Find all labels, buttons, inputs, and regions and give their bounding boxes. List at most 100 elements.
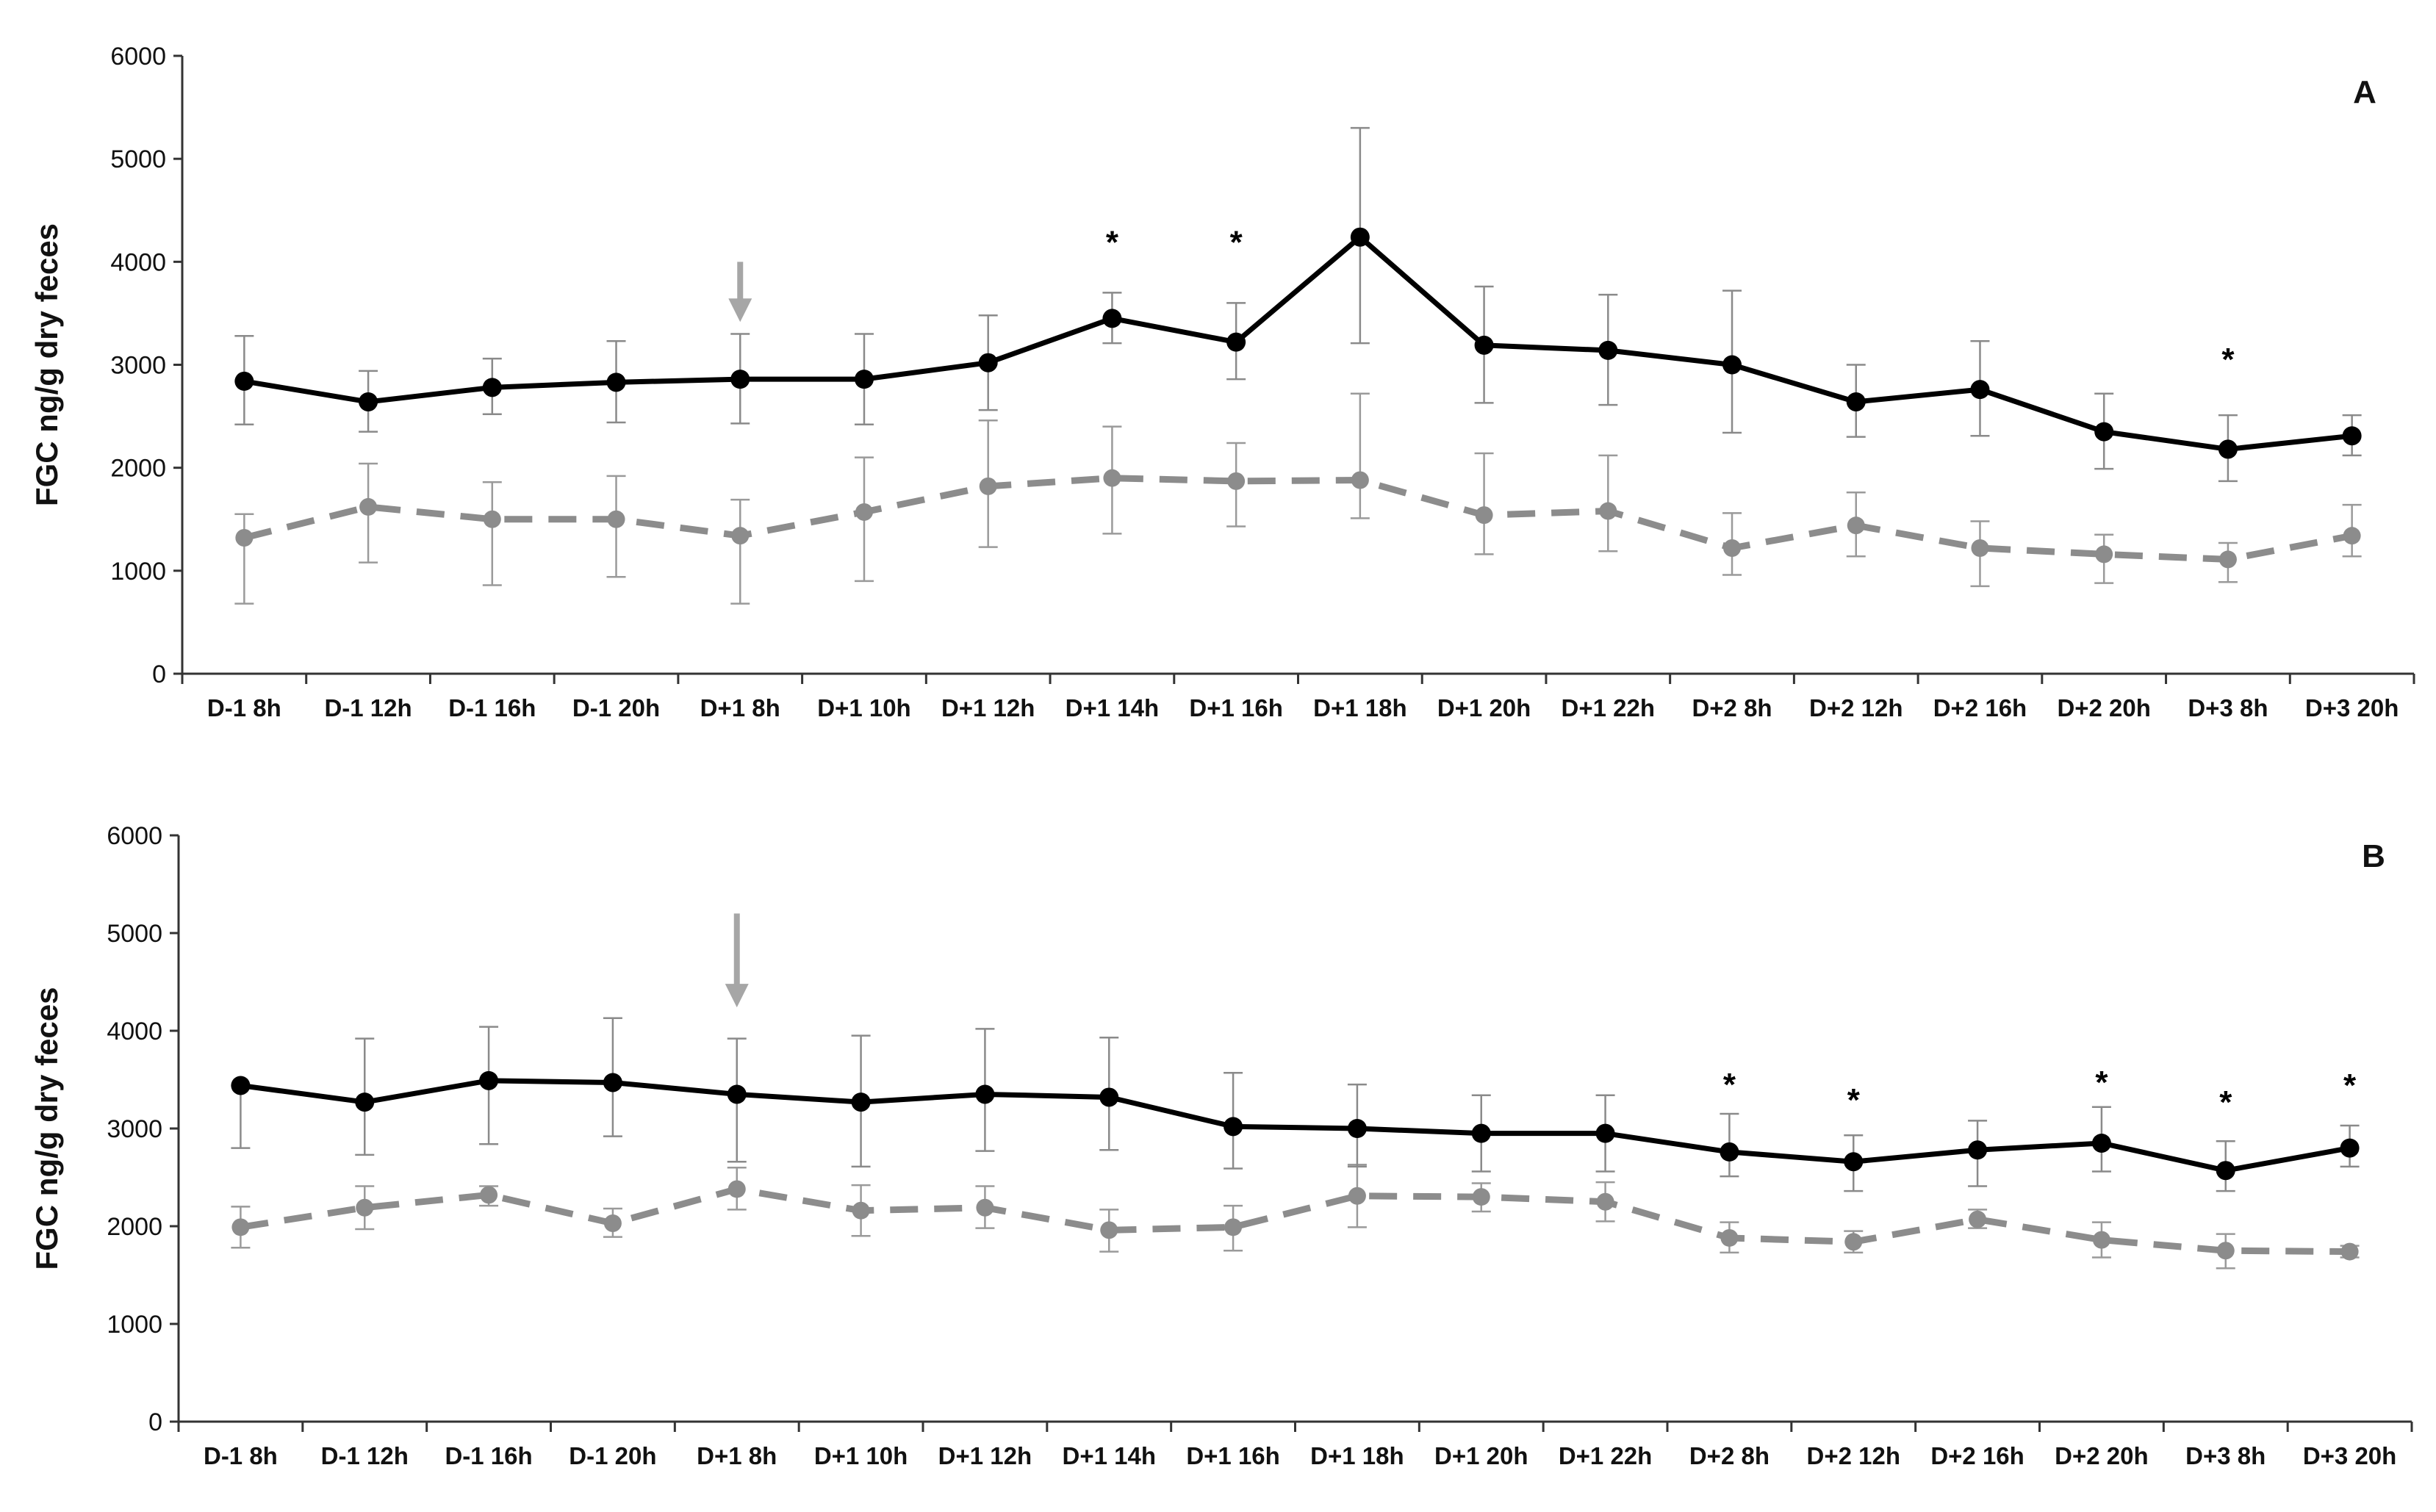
x-tick-label: D+1 10h <box>817 694 911 721</box>
data-point <box>852 1201 870 1220</box>
x-tick-label: D+1 20h <box>1437 694 1531 721</box>
panel-label: B <box>2362 838 2385 874</box>
data-point <box>1475 506 1493 525</box>
y-tick-label: 4000 <box>110 248 166 276</box>
x-tick-label: D+2 16h <box>1933 694 2027 721</box>
data-point <box>603 1214 622 1233</box>
data-point <box>727 1084 747 1104</box>
y-tick-label: 6000 <box>107 822 162 850</box>
data-point <box>479 1070 499 1090</box>
x-tick-label: D+1 20h <box>1434 1442 1528 1469</box>
data-point <box>854 370 874 389</box>
data-point <box>1227 472 1246 490</box>
data-point <box>1971 539 1989 557</box>
significance-marker: * <box>2219 1084 2232 1120</box>
x-tick-label: D+2 12h <box>1807 1442 1901 1469</box>
series-solid <box>231 1017 2360 1192</box>
data-point <box>231 1076 251 1095</box>
x-tick-label: D+2 12h <box>1809 694 1903 721</box>
data-point <box>1226 332 1246 352</box>
data-point <box>1099 1087 1119 1107</box>
x-tick-label: D+3 20h <box>2303 1442 2397 1469</box>
data-point <box>2092 1231 2110 1249</box>
data-point <box>2342 426 2362 446</box>
y-tick-label: 1000 <box>107 1311 162 1339</box>
data-point <box>2216 1161 2235 1181</box>
y-tick-label: 1000 <box>110 558 166 586</box>
chart-panel-b: FGC ng/g dry feces B 0 1000 2000 3000 4000 50… <box>29 822 2413 1469</box>
plot-area: 0 1000 2000 3000 4000 5000 6000 D-1 8h D-1 12h D-… <box>110 43 2415 721</box>
data-point <box>2340 1242 2359 1261</box>
data-point <box>1596 1192 1614 1211</box>
data-point <box>727 1180 746 1198</box>
data-point <box>1595 1123 1615 1143</box>
data-point <box>483 510 501 528</box>
data-point <box>2216 1242 2235 1260</box>
x-tick-label: D+1 22h <box>1559 1442 1653 1469</box>
x-tick-label: D+2 20h <box>2057 694 2151 721</box>
y-tick-label: 0 <box>152 660 166 688</box>
data-point <box>231 1218 250 1236</box>
x-tick-label: D+1 14h <box>1066 694 1160 721</box>
x-tick-label: D-1 20h <box>572 694 660 721</box>
data-point <box>356 1198 374 1217</box>
x-tick-label: D+2 8h <box>1689 1442 1769 1469</box>
data-point <box>855 503 873 521</box>
x-tick-label: D+1 8h <box>700 694 780 721</box>
significance-marker: * <box>2095 1065 2108 1101</box>
plot-area: 0 1000 2000 3000 4000 5000 6000 D-1 8h D-1 12h D-… <box>107 822 2413 1469</box>
x-tick-label: D+2 16h <box>1930 1442 2024 1469</box>
significance-marker: * <box>1847 1082 1861 1118</box>
y-tick-label: 5000 <box>107 920 162 948</box>
data-point <box>1970 380 1990 400</box>
data-point <box>1224 1117 1243 1137</box>
data-point <box>1103 469 1121 487</box>
x-tick-label: D-1 16h <box>448 694 536 721</box>
x-tick-label: D+1 18h <box>1310 1442 1404 1469</box>
data-point <box>2095 545 2113 564</box>
data-point <box>1100 1221 1118 1239</box>
data-point <box>1844 1233 1863 1251</box>
chart-panel-a: FGC ng/g dry feces A 0 1000 2000 3000 4000 50… <box>29 43 2415 721</box>
significance-marker: * <box>1106 224 1119 260</box>
series-line <box>243 475 2353 563</box>
data-point <box>1722 355 1742 375</box>
x-tick-label: D+1 16h <box>1189 694 1283 721</box>
data-point <box>2091 1133 2111 1153</box>
significance-marker: * <box>2221 342 2235 378</box>
data-point <box>978 353 998 372</box>
x-tick-label: D+1 12h <box>941 694 1035 721</box>
data-point <box>355 1092 375 1112</box>
x-tick-label: D-1 20h <box>569 1442 656 1469</box>
data-point <box>1474 335 1494 355</box>
panel-label: A <box>2353 74 2376 110</box>
x-tick-label: D+3 8h <box>2188 694 2268 721</box>
data-point <box>1350 227 1370 247</box>
data-point <box>1847 516 1865 535</box>
x-tick-label: D+1 18h <box>1313 694 1407 721</box>
data-point <box>1102 309 1122 328</box>
data-point <box>1844 1152 1864 1172</box>
y-tick-label: 5000 <box>110 145 166 173</box>
data-point <box>1723 539 1742 557</box>
data-point <box>2218 550 2237 569</box>
data-point <box>480 1186 498 1204</box>
data-point <box>1471 1123 1491 1143</box>
data-point <box>234 371 254 391</box>
data-point <box>235 528 254 547</box>
data-point <box>1347 1119 1367 1138</box>
series-line <box>243 234 2353 452</box>
data-point <box>607 510 625 528</box>
x-tick-label: D+1 10h <box>814 1442 908 1469</box>
significance-marker: * <box>1230 224 1243 260</box>
y-tick-label: 2000 <box>107 1213 162 1241</box>
significance-marker: * <box>1723 1067 1736 1103</box>
data-point <box>2218 439 2238 459</box>
series-dashed <box>234 392 2362 605</box>
data-point <box>1720 1228 1739 1247</box>
y-axis-title: FGC ng/g dry feces <box>29 987 64 1270</box>
x-tick-label: D-1 12h <box>324 694 412 721</box>
data-point <box>1599 502 1617 520</box>
data-point <box>603 1073 622 1092</box>
significance-marker: * <box>2343 1068 2357 1104</box>
